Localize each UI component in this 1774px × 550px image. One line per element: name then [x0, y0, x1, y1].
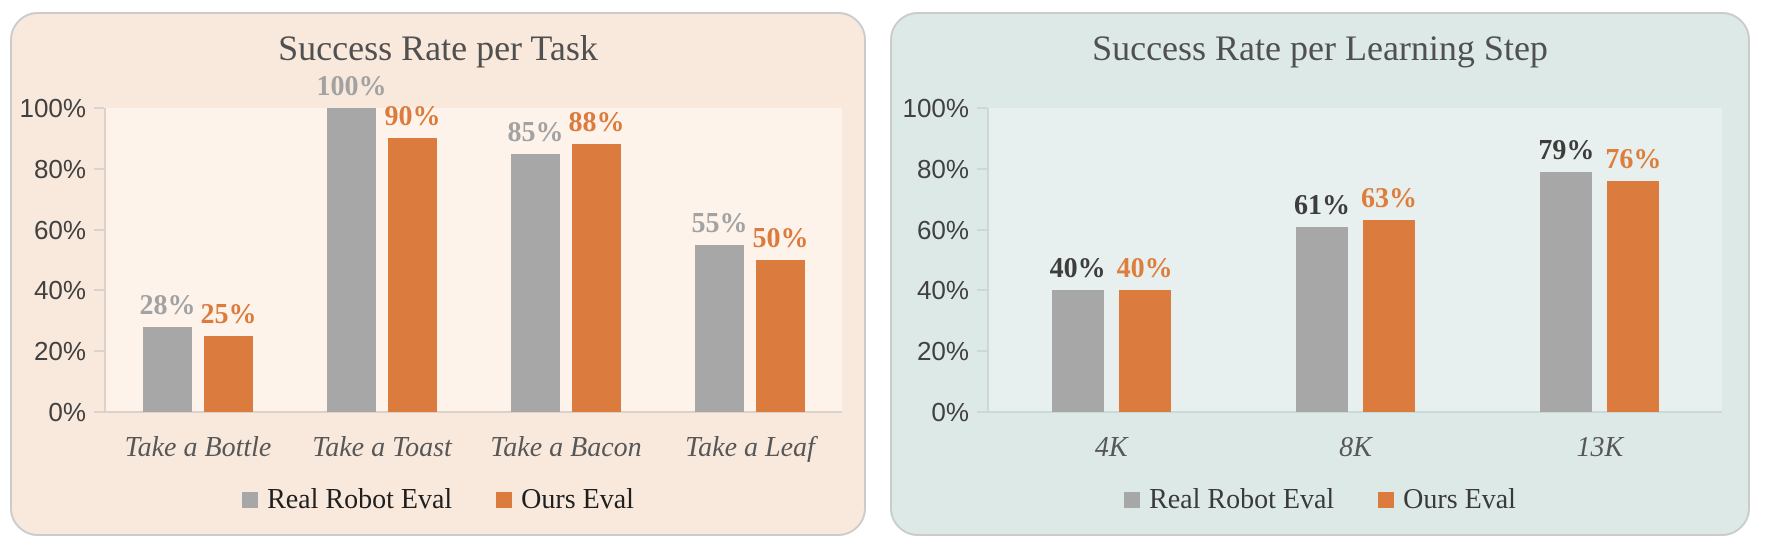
bar-ours-eval — [1607, 181, 1660, 412]
bar-real-robot-eval — [327, 108, 376, 412]
y-axis-tick-label: 0% — [48, 397, 86, 427]
legend-label: Real Robot Eval — [267, 484, 453, 515]
legend-label: Real Robot Eval — [1149, 484, 1335, 515]
legend: Real Robot Eval Ours Eval — [12, 482, 864, 518]
bar-value-label: 61% — [1294, 190, 1350, 221]
bar-value-label: 90% — [384, 101, 441, 132]
legend-label: Ours Eval — [1403, 484, 1516, 515]
legend-swatch — [496, 492, 513, 508]
y-axis-tick-label: 60% — [33, 214, 86, 245]
y-axis-tick-label: 80% — [33, 153, 86, 184]
chart-title: Success Rate per Learning Step — [1092, 28, 1548, 68]
x-axis-baseline — [94, 411, 842, 413]
legend-item: Ours Eval — [496, 484, 634, 516]
y-axis-tick-mark — [977, 228, 987, 231]
bar-ours-eval — [204, 336, 253, 412]
bar-value-label: 40% — [1049, 253, 1106, 284]
x-category-label: 8K — [1339, 432, 1372, 463]
bar-real-robot-eval — [1051, 290, 1104, 412]
y-axis-tick-label: 20% — [916, 336, 969, 367]
bar-real-robot-eval — [1296, 227, 1348, 412]
y-axis-tick-mark — [977, 350, 987, 353]
bar-ours-eval — [1118, 290, 1171, 412]
y-axis-tick-mark — [977, 167, 987, 170]
x-category-label: 13K — [1576, 432, 1624, 463]
bar-value-label: 85% — [507, 117, 564, 148]
bar-value-label: 50% — [752, 223, 809, 254]
bar-value-label: 25% — [200, 299, 257, 330]
x-category-label: Take a Leaf — [685, 432, 815, 463]
legend-item: Ours Eval — [1378, 484, 1516, 516]
bar-ours-eval — [756, 260, 805, 412]
y-axis-tick-label: 60% — [916, 214, 969, 245]
bar-value-label: 55% — [691, 208, 748, 239]
chart-card-task: Success Rate per Task Real Robot Eval Our… — [10, 12, 866, 536]
bar-value-label: 63% — [1361, 183, 1417, 214]
y-axis-tick-mark — [94, 228, 104, 231]
bar-ours-eval — [572, 144, 621, 412]
legend-swatch — [1124, 492, 1141, 508]
bar-value-label: 40% — [1116, 253, 1173, 284]
bar-value-label: 88% — [568, 107, 625, 138]
bar-real-robot-eval — [695, 245, 744, 412]
y-axis-tick-label: 40% — [916, 275, 969, 306]
x-category-label: 4K — [1094, 432, 1128, 463]
chart-title: Success Rate per Task — [278, 28, 598, 68]
x-axis-baseline — [977, 411, 1722, 413]
legend-item: Real Robot Eval — [242, 484, 452, 516]
legend: Real Robot Eval Ours Eval — [892, 482, 1748, 518]
bar-value-label: 76% — [1605, 144, 1662, 175]
x-category-label: Take a Bottle — [124, 432, 272, 463]
bar-ours-eval — [1363, 220, 1415, 412]
bar-value-label: 79% — [1538, 135, 1595, 166]
y-axis-tick-label: 20% — [33, 336, 86, 367]
y-axis-tick-mark — [94, 167, 104, 170]
y-axis-tick-mark — [94, 107, 104, 109]
bar-real-robot-eval — [1540, 172, 1593, 412]
y-axis-line — [104, 108, 106, 412]
bar-real-robot-eval — [511, 154, 560, 412]
bar-ours-eval — [388, 138, 437, 412]
y-axis-tick-label: 80% — [916, 153, 969, 184]
y-axis-tick-mark — [94, 289, 104, 292]
chart-card-learning-step: Success Rate per Learning Step Real Robo… — [890, 12, 1750, 536]
y-axis-tick-label: 0% — [931, 397, 969, 427]
plot-background — [989, 108, 1722, 412]
bar-real-robot-eval — [143, 327, 192, 412]
y-axis-tick-mark — [94, 350, 104, 353]
legend-item: Real Robot Eval — [1124, 484, 1334, 516]
x-category-label: Take a Toast — [312, 432, 452, 463]
y-axis-line — [987, 108, 989, 412]
legend-swatch — [242, 492, 259, 508]
y-axis-tick-mark — [977, 107, 987, 109]
legend-swatch — [1378, 492, 1395, 508]
bar-value-label: 28% — [139, 290, 196, 321]
y-axis-tick-label: 100% — [19, 93, 87, 123]
y-axis-tick-label: 40% — [33, 275, 86, 306]
y-axis-tick-mark — [977, 289, 987, 292]
x-category-label: Take a Bacon — [490, 432, 642, 463]
y-axis-tick-label: 100% — [902, 93, 970, 123]
legend-label: Ours Eval — [521, 484, 634, 515]
bar-value-label: 100% — [316, 71, 387, 102]
